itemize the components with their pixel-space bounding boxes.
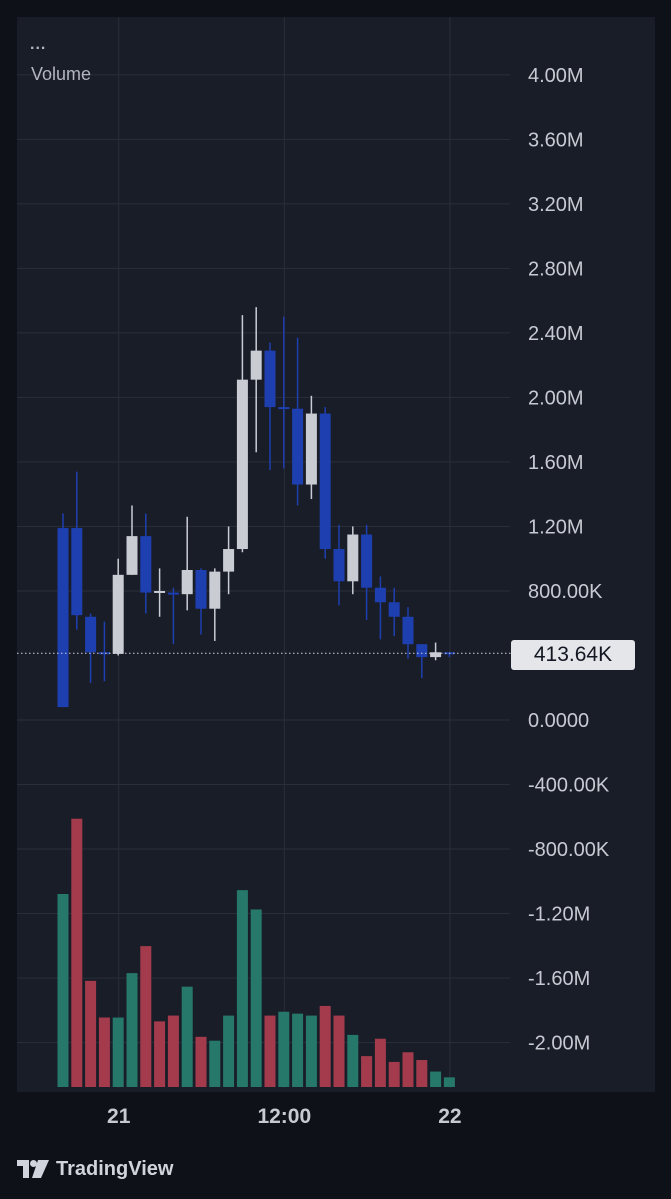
candle-body [181, 570, 193, 595]
x-tick-label: 21 [107, 1105, 131, 1128]
y-tick-label: -1.20M [528, 904, 590, 926]
volume-bar [361, 1056, 373, 1087]
volume-bar [85, 980, 97, 1087]
volume-bar [98, 1017, 110, 1087]
candle-body [319, 413, 331, 550]
candle-body [333, 549, 345, 582]
y-tick-label: -1.60M [528, 968, 590, 990]
candle-body [250, 350, 262, 380]
volume-bar [305, 1015, 317, 1087]
legend-title: Volume [31, 64, 92, 84]
y-tick-label: 4.00M [528, 65, 584, 87]
volume-bar [250, 909, 262, 1087]
candle-body [140, 536, 152, 593]
y-tick-label: 0.0000 [528, 710, 589, 732]
volume-bar [154, 1021, 166, 1087]
candle-body [112, 574, 124, 654]
candle-body [209, 571, 221, 609]
volume-bar [140, 946, 152, 1087]
candle-body [223, 549, 235, 572]
last-price-label: 413.64K [511, 640, 635, 670]
volume-bar [223, 1015, 235, 1087]
candles [57, 307, 455, 708]
volume-bar [181, 986, 193, 1087]
candle-body [236, 379, 248, 550]
x-tick-label: 22 [438, 1105, 461, 1128]
y-tick-label: -400.00K [528, 775, 610, 797]
y-tick-label: 2.40M [528, 323, 584, 345]
brand[interactable]: TradingView [16, 1155, 173, 1183]
candle-body [347, 534, 359, 582]
x-axis: 21 12:00 22 [107, 1105, 462, 1128]
volume-bar [195, 1036, 207, 1087]
y-axis: 4.00M 3.60M 3.20M 2.80M 2.40M 2.00M 1.60M 1.20M… [528, 65, 610, 1055]
candle-body [195, 570, 207, 609]
volume-bar [112, 1017, 124, 1087]
candle-body [402, 616, 414, 645]
y-tick-label: 1.60M [528, 452, 584, 474]
volume-bar [402, 1052, 414, 1087]
candle-body [85, 616, 97, 653]
candle-body [361, 534, 373, 588]
volume-bar [319, 1005, 331, 1087]
volume-bar [347, 1034, 359, 1087]
y-tick-label: 2.80M [528, 258, 584, 280]
candle-body [292, 408, 304, 485]
candle-body [57, 528, 69, 708]
volume-bar [333, 1015, 345, 1087]
candle-body [126, 536, 138, 575]
grid-lines [17, 17, 510, 1088]
tradingview-logo-icon [17, 1160, 49, 1178]
y-tick-label: 800.00K [528, 581, 603, 603]
y-tick-label: -2.00M [528, 1033, 590, 1055]
volume-bar [443, 1077, 455, 1087]
candle-body [71, 528, 83, 616]
volume-bar [57, 894, 69, 1087]
volume-bars [57, 818, 455, 1087]
candle-body [264, 350, 276, 408]
y-tick-label: 2.00M [528, 387, 584, 409]
volume-bar [292, 1013, 304, 1087]
candle-body [374, 587, 386, 603]
candle-body [154, 590, 166, 593]
candle-body [388, 602, 400, 617]
y-tick-label: -800.00K [528, 839, 610, 861]
volume-bar [374, 1038, 386, 1087]
brand-name: TradingView [56, 1157, 174, 1180]
volume-bar [71, 818, 83, 1087]
volume-bar [209, 1040, 221, 1087]
candle-body [305, 413, 317, 485]
candle-body [98, 652, 110, 655]
volume-bar [236, 890, 248, 1087]
candle-body [167, 592, 179, 595]
y-tick-label: 1.20M [528, 516, 584, 538]
candle-body [416, 644, 428, 658]
candle-body [430, 652, 442, 658]
volume-bar [126, 973, 138, 1087]
legend-menu-button[interactable]: ... [30, 36, 47, 53]
volume-bar [430, 1071, 442, 1087]
volume-bar [167, 1015, 179, 1087]
y-tick-label: 3.20M [528, 194, 584, 216]
volume-bar [264, 1015, 276, 1087]
x-tick-label: 12:00 [257, 1105, 311, 1128]
volume-bar [416, 1059, 428, 1087]
candle-body [278, 407, 290, 410]
volume-bar [278, 1011, 290, 1087]
y-tick-label: 3.60M [528, 129, 584, 151]
volume-bar [388, 1061, 400, 1087]
